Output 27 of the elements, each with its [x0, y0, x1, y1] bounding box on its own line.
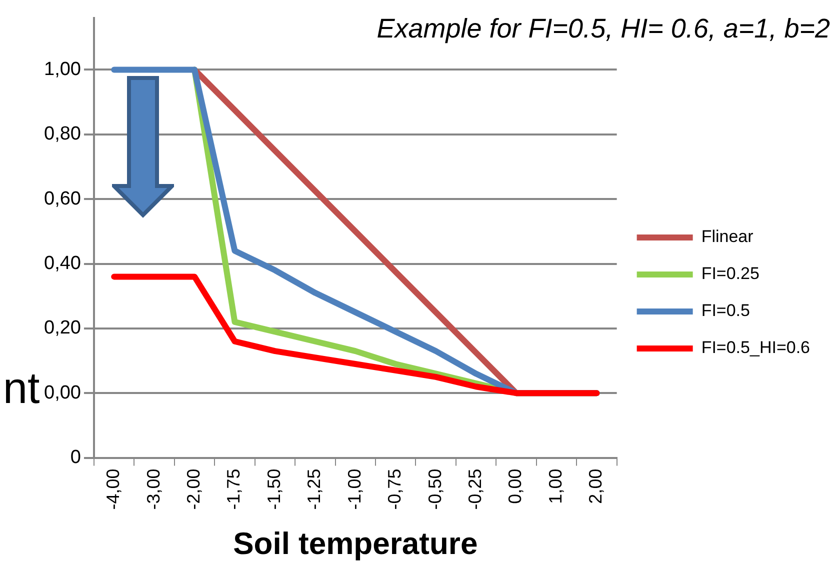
- y-tick-label: 0,40: [44, 252, 81, 274]
- x-axis-title: Soil temperature: [233, 526, 478, 561]
- x-tick-label: -1,00: [344, 468, 364, 510]
- x-tick-label: -4,00: [103, 468, 124, 510]
- y-tick-label: 0,80: [44, 124, 81, 145]
- y-tick-label: 0,00: [44, 382, 81, 404]
- legend-label: FI=0.5: [701, 301, 750, 320]
- x-tick-label: 1,00: [545, 468, 566, 504]
- legend-label: FI=0.25: [701, 264, 760, 284]
- x-tick-label: -1,50: [264, 468, 284, 510]
- x-tick-label: -0,75: [384, 468, 405, 510]
- chart-title: Example for FI=0.5, HI= 0.6, a=1, b=2: [376, 14, 830, 44]
- y-tick-label: 0,60: [44, 188, 81, 210]
- y-tick-label: 0,20: [44, 318, 81, 339]
- x-tick-label: 2,00: [586, 468, 606, 504]
- y-tick-label: 1,00: [44, 58, 81, 80]
- x-tick-label: -3,00: [143, 468, 164, 510]
- x-tick-label: 0,00: [505, 468, 526, 504]
- legend-label: Flinear: [701, 227, 754, 246]
- x-tick-label: -2,00: [184, 468, 204, 510]
- y-axis-title: nt: [3, 364, 40, 414]
- x-tick-label: -1,25: [304, 468, 324, 510]
- x-tick-label: -1,75: [224, 468, 244, 510]
- x-tick-label: -0,25: [465, 468, 486, 510]
- legend-label: FI=0.5_HI=0.6: [701, 338, 810, 358]
- x-tick-label: -0,50: [424, 468, 445, 510]
- y-tick-label: 0: [70, 447, 81, 468]
